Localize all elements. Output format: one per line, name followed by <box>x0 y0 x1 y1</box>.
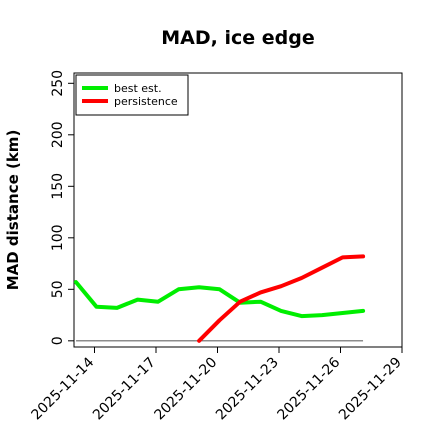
y-tick-label: 0 <box>50 336 66 345</box>
y-tick-label: 50 <box>50 280 66 298</box>
series-line-persistence <box>197 254 366 343</box>
y-tick-label: 100 <box>50 224 66 251</box>
x-tick-label: 2025-11-26 <box>274 354 343 423</box>
y-tick-label: 250 <box>50 70 66 97</box>
legend-label-persistence: persistence <box>114 95 178 108</box>
legend-box <box>75 74 189 116</box>
x-tick-label: 2025-11-17 <box>90 355 159 424</box>
axes-layer: 0501001502002502025-11-142025-11-172025-… <box>28 70 404 423</box>
x-tick-label: 2025-11-29 <box>336 355 405 424</box>
x-tick-label: 2025-11-14 <box>28 354 97 423</box>
series-line-best-est <box>74 280 366 319</box>
legend-label-best-est: best est. <box>114 82 162 95</box>
y-axis-label: MAD distance (km) <box>4 130 22 291</box>
legend: best est. persistence <box>75 74 189 116</box>
plot-area <box>73 72 403 348</box>
chart-title: MAD, ice edge <box>161 27 314 49</box>
series-layer <box>74 254 366 343</box>
y-tick-label: 200 <box>50 121 66 148</box>
x-tick-label: 2025-11-20 <box>151 355 220 424</box>
x-tick-label: 2025-11-23 <box>213 355 282 424</box>
y-tick-label: 150 <box>50 173 66 200</box>
